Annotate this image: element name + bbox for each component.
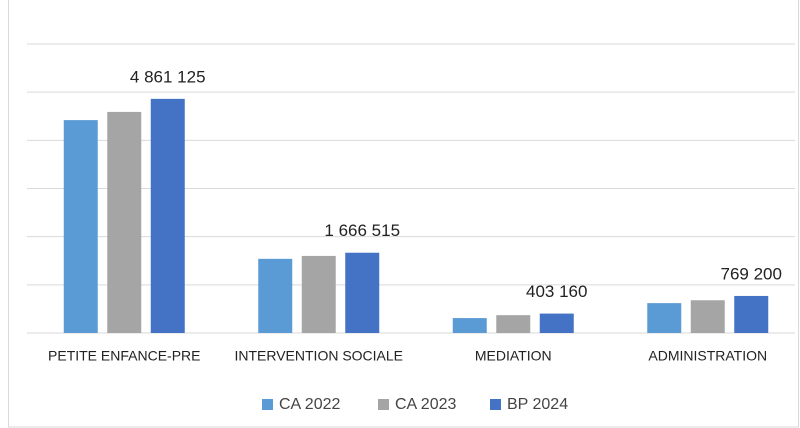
data-label: 769 200: [721, 264, 782, 283]
bar: [690, 300, 725, 333]
bar: [734, 295, 769, 333]
bar: [452, 318, 487, 333]
chart-frame: [8, 0, 799, 428]
legend-swatch: [262, 399, 273, 410]
legend-label: CA 2023: [395, 396, 456, 413]
bar: [647, 303, 682, 333]
x-tick-label: PETITE ENFANCE-PRE: [48, 348, 200, 364]
x-tick-label: MEDIATION: [475, 348, 552, 364]
x-tick-label: INTERVENTION SOCIALE: [234, 348, 403, 364]
data-label: 4 861 125: [130, 67, 206, 86]
bar: [258, 258, 293, 333]
x-tick-label: ADMINISTRATION: [648, 348, 767, 364]
bar: [63, 120, 98, 333]
bar: [301, 255, 336, 333]
legend-label: BP 2024: [507, 396, 568, 413]
bar: [107, 111, 142, 333]
bar: [345, 252, 380, 333]
legend-swatch: [378, 399, 389, 410]
bar: [150, 98, 185, 334]
bar: [539, 313, 574, 333]
bar: [496, 315, 531, 333]
legend-label: CA 2022: [279, 396, 340, 413]
legend-swatch: [490, 399, 501, 410]
data-label: 1 666 515: [324, 221, 400, 240]
data-label: 403 160: [526, 282, 587, 301]
